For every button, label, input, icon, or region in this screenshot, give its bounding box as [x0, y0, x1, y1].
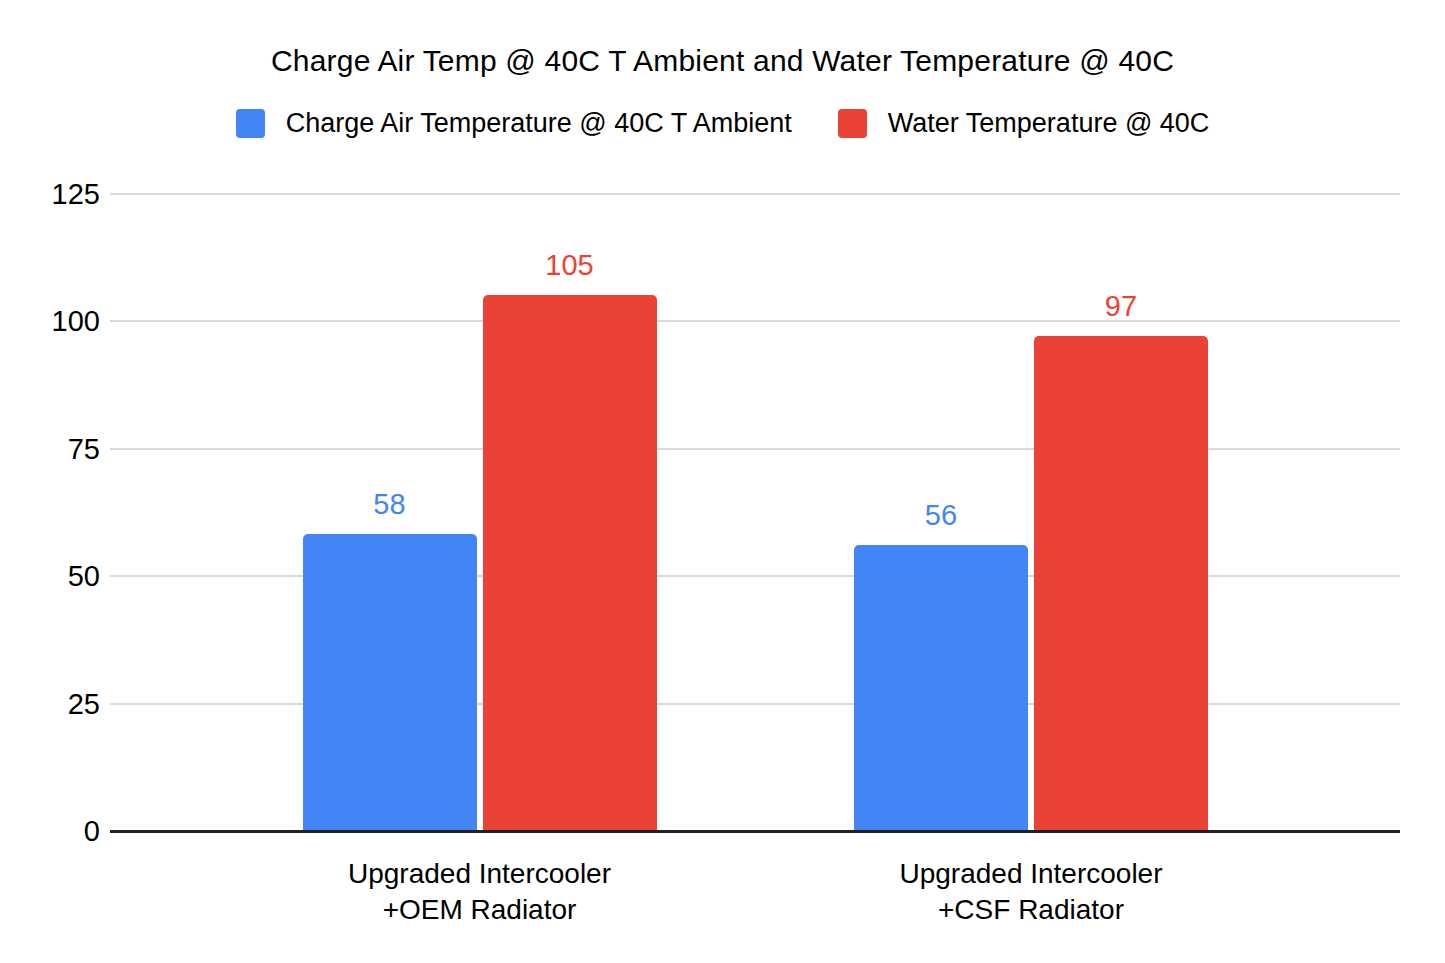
y-tick-label-100: 100	[0, 304, 100, 338]
bar-value-label-series1-cat0: 105	[483, 248, 657, 282]
y-tick-label-75: 75	[0, 432, 100, 466]
chart-canvas: Charge Air Temp @ 40C T Ambient and Wate…	[0, 0, 1445, 963]
bar-value-label-series1-cat1: 97	[1034, 289, 1208, 323]
y-tick-label-25: 25	[0, 687, 100, 721]
category-label-1: Upgraded Intercooler +CSF Radiator	[771, 856, 1291, 928]
y-tick-label-0: 0	[0, 814, 100, 848]
y-tick-label-125: 125	[0, 177, 100, 211]
bar-series1-cat1	[1034, 336, 1208, 830]
bar-series0-cat0	[303, 534, 477, 830]
bar-value-label-series0-cat1: 56	[854, 498, 1028, 532]
category-label-0: Upgraded Intercooler +OEM Radiator	[220, 856, 740, 928]
x-axis-baseline	[110, 830, 1400, 833]
y-tick-label-50: 50	[0, 559, 100, 593]
plot-area: 0 25 50 75 100 125 58 105 Upgraded Intercooler +…	[0, 0, 1445, 963]
gridline-125	[110, 193, 1400, 195]
bar-series1-cat0	[483, 295, 657, 830]
bar-value-label-series0-cat0: 58	[303, 487, 477, 521]
bar-series0-cat1	[854, 545, 1028, 830]
